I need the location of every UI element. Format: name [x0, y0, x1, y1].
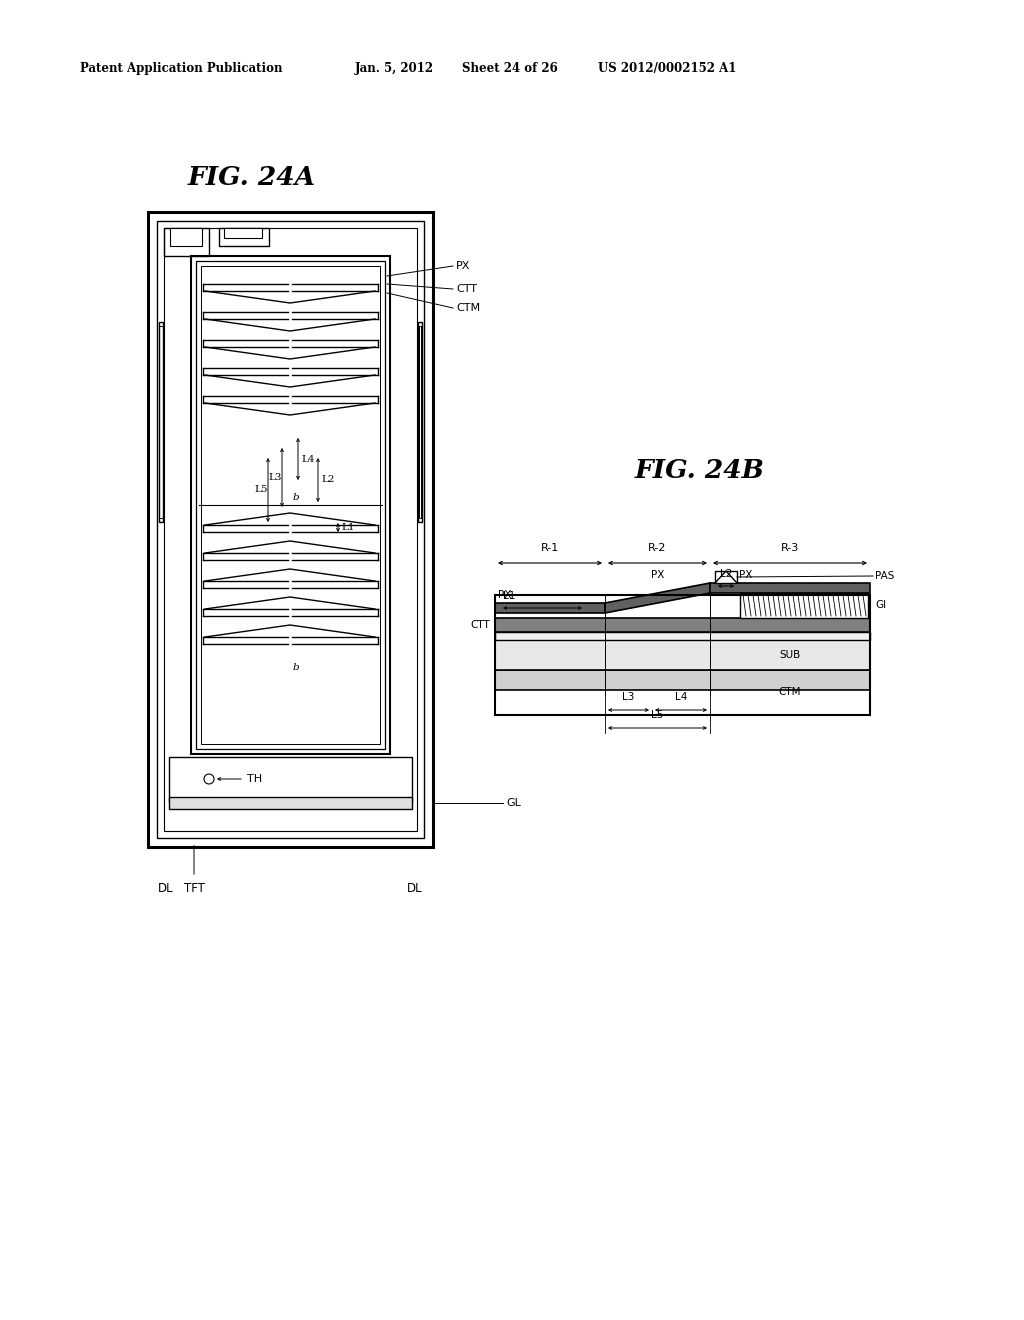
Text: R-1: R-1 [541, 543, 559, 553]
Bar [159, 322, 163, 521]
Text: DL: DL [408, 882, 423, 895]
Text: L4: L4 [675, 692, 687, 702]
Text: R-3: R-3 [781, 543, 799, 553]
Text: PX: PX [739, 570, 753, 579]
Text: L3: L3 [268, 473, 282, 482]
Text: R-2: R-2 [648, 543, 667, 553]
Bar [169, 797, 412, 809]
Text: PAS: PAS [874, 572, 894, 581]
Bar [164, 228, 417, 832]
Bar [196, 261, 385, 748]
Text: L2: L2 [720, 569, 732, 579]
Bar [495, 595, 870, 715]
Bar [170, 228, 202, 246]
Text: PX: PX [651, 570, 665, 579]
Text: L2: L2 [321, 475, 335, 484]
Bar [201, 267, 380, 744]
Text: b: b [293, 663, 300, 672]
Bar [157, 220, 424, 838]
Text: FIG. 24B: FIG. 24B [635, 458, 765, 483]
Text: CTM: CTM [456, 304, 480, 313]
Bar [495, 640, 870, 671]
Text: TH: TH [247, 774, 262, 784]
Bar [164, 228, 209, 256]
Bar [495, 632, 870, 640]
Text: Jan. 5, 2012: Jan. 5, 2012 [355, 62, 434, 75]
Polygon shape [605, 583, 710, 612]
Text: PX: PX [456, 261, 470, 271]
Text: TFT: TFT [183, 882, 205, 895]
Bar [495, 603, 605, 612]
Bar [169, 756, 412, 803]
Text: GI: GI [874, 601, 886, 610]
Bar [740, 593, 868, 618]
Text: b: b [293, 492, 300, 502]
Bar [710, 583, 870, 593]
Text: DL: DL [158, 882, 174, 895]
Bar [191, 256, 390, 754]
Text: L1: L1 [503, 591, 515, 601]
Text: Sheet 24 of 26: Sheet 24 of 26 [462, 62, 558, 75]
Bar [148, 213, 433, 847]
Bar [219, 228, 269, 246]
Bar [495, 671, 870, 690]
Text: CTT: CTT [456, 284, 477, 294]
Text: SUB: SUB [779, 649, 801, 660]
Bar [419, 326, 421, 517]
Bar [159, 326, 163, 517]
Text: L5: L5 [651, 710, 664, 719]
Text: PX: PX [498, 590, 511, 601]
Text: L1: L1 [341, 523, 354, 532]
Text: L5: L5 [254, 486, 267, 495]
Text: Patent Application Publication: Patent Application Publication [80, 62, 283, 75]
Bar [495, 618, 870, 632]
Text: L4: L4 [301, 454, 314, 463]
Bar [715, 572, 737, 583]
Text: FIG. 24A: FIG. 24A [188, 165, 316, 190]
Text: CTM: CTM [778, 686, 801, 697]
Text: US 2012/0002152 A1: US 2012/0002152 A1 [598, 62, 736, 75]
Text: GL: GL [506, 799, 521, 808]
Text: L3: L3 [623, 692, 635, 702]
Bar [418, 322, 422, 521]
Text: CTT: CTT [470, 620, 490, 630]
Bar [224, 228, 262, 238]
